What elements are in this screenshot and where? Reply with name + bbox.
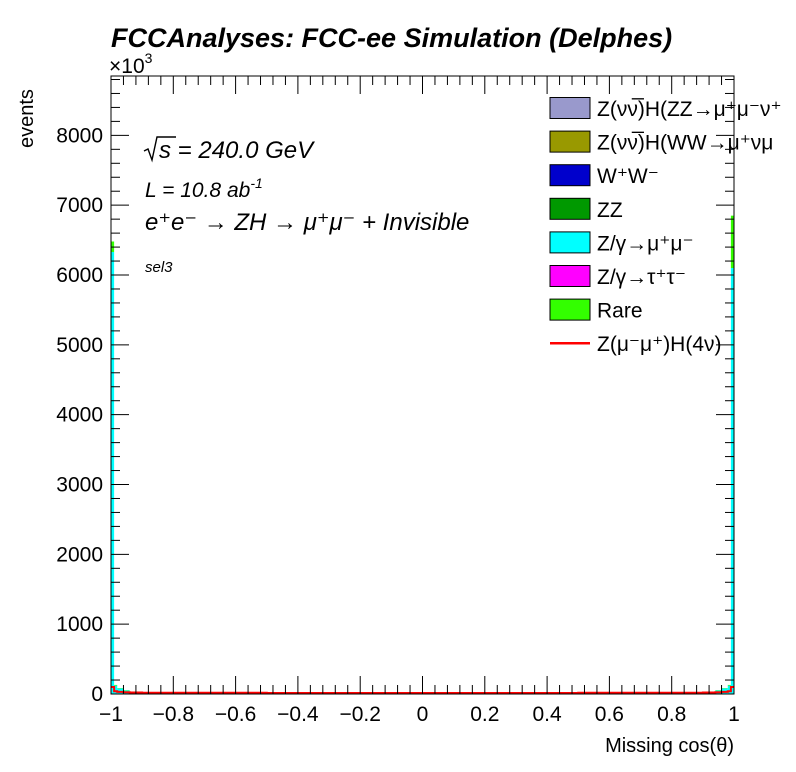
legend-label: Rare [597, 300, 643, 323]
x-tick-label: 0.2 [470, 703, 499, 726]
y-multiplier: ×103 [109, 50, 153, 78]
y-tick-label: 5000 [56, 334, 103, 357]
luminosity-exponent: -1 [250, 175, 262, 191]
bar-segment [114, 685, 118, 694]
legend-label: Z(μ⁻μ⁺)H(4ν) [597, 333, 722, 356]
legend-item: Z/γ→τ⁺τ⁻ [549, 265, 686, 289]
bar-segment [730, 268, 734, 694]
legend-label: Z/γ→τ⁺τ⁻ [597, 266, 686, 289]
y-axis: 0 1000 2000 3000 4000 5000 6000 7000 8000 [56, 78, 734, 706]
legend-label: Z(νν̅)H(ZZ→μ⁺μ⁻ν⁺ [597, 98, 782, 121]
svg-text:L = 10.8 ab-1: L = 10.8 ab-1 [145, 175, 263, 202]
x-tick-label: −0.4 [277, 703, 319, 726]
x-tick-label: 0.6 [595, 703, 624, 726]
x-tick-label: 0.8 [657, 703, 686, 726]
legend-item: Z(μ⁻μ⁺)H(4ν) [550, 333, 722, 356]
legend-swatch [549, 231, 591, 254]
x-tick-label: −0.6 [215, 703, 256, 726]
y-tick-label: 6000 [56, 264, 103, 287]
sqrt-s-label: s [159, 137, 171, 164]
x-tick-label: −0.2 [339, 703, 380, 726]
y-tick-label: 7000 [56, 194, 103, 217]
x-axis-label: Missing cos(θ) [605, 735, 734, 757]
y-tick-label: 8000 [56, 124, 103, 147]
bar-segment [730, 215, 734, 269]
legend-swatch [549, 265, 591, 287]
x-axis: −1 −0.8 −0.6 −0.4 −0.2 0 0.2 0.4 0.6 0.8 1 [99, 76, 740, 726]
process-label: e⁺e⁻ → ZH → μ⁺μ⁻ + Invisible [145, 209, 469, 236]
x-tick-label: −1 [99, 703, 123, 726]
x-tick-label: 1 [728, 703, 740, 726]
selection-label: sel3 [145, 259, 173, 276]
legend-item: Z(νν̅)H(ZZ→μ⁺μ⁻ν⁺ [549, 97, 782, 121]
legend-item: Z/γ→μ⁺μ⁻ [549, 231, 694, 255]
y-axis-label: events [16, 89, 38, 148]
y-tick-label: 0 [91, 683, 103, 706]
energy-label: = 240.0 GeV [171, 137, 315, 164]
legend-swatch [549, 130, 591, 153]
legend-item: W⁺W⁻ [549, 164, 659, 188]
legend-swatch [549, 97, 591, 119]
bar-segment [727, 684, 731, 686]
y-tick-label: 3000 [56, 474, 103, 497]
annotations: s = 240.0 GeV L = 10.8 ab-1 e⁺e⁻ → ZH → … [143, 136, 469, 276]
bar-segment [727, 685, 731, 694]
legend-item: Z(νν̅)H(WW→μ⁺νμ [549, 130, 773, 155]
y-tick-label: 2000 [56, 543, 103, 566]
legend: Z(νν̅)H(ZZ→μ⁺μ⁻ν⁺ Z(νν̅)H(WW→μ⁺νμ W⁺W⁻ ZZ Z/… [549, 97, 782, 356]
x-tick-label: 0 [417, 703, 429, 726]
y-tick-label: 4000 [56, 404, 103, 427]
luminosity-label: L = 10.8 ab [145, 179, 251, 202]
legend-swatch [549, 164, 591, 187]
bar-segment [111, 251, 115, 694]
sqrt-symbol [143, 136, 176, 163]
x-tick-label: −0.8 [153, 703, 194, 726]
legend-item: ZZ [549, 197, 623, 222]
svg-text:s = 240.0 GeV: s = 240.0 GeV [159, 137, 315, 164]
legend-item: Rare [549, 298, 643, 323]
legend-label: ZZ [597, 199, 623, 222]
legend-label: Z(νν̅)H(WW→μ⁺νμ [597, 132, 773, 155]
legend-swatch [549, 298, 591, 321]
x-tick-label: 0.4 [532, 703, 562, 726]
y-tick-label: 1000 [56, 613, 103, 636]
legend-swatch [549, 197, 591, 220]
legend-label: Z/γ→μ⁺μ⁻ [597, 232, 694, 255]
bar-segment [114, 684, 118, 686]
chart-title: FCCAnalyses: FCC-ee Simulation (Delphes) [111, 23, 672, 53]
legend-label: W⁺W⁻ [597, 165, 659, 188]
